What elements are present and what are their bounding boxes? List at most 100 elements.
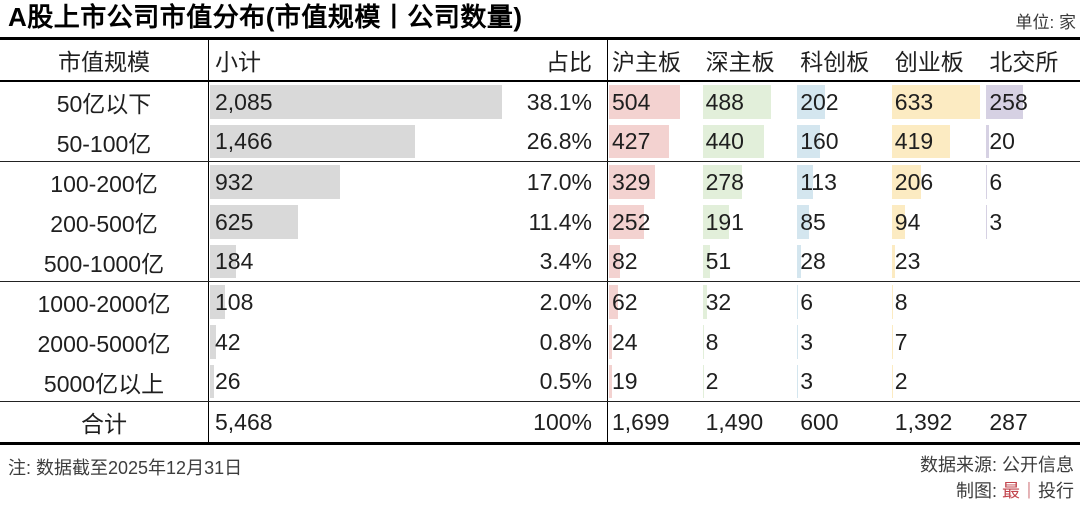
board-cell: 3 xyxy=(796,322,891,362)
board-cell: 504 xyxy=(607,82,702,122)
board-value: 82 xyxy=(612,248,638,274)
board-bar xyxy=(609,365,612,398)
share-value: 17.0% xyxy=(526,168,592,195)
board-value: 504 xyxy=(612,88,651,115)
subtotal-value: 1,466 xyxy=(215,128,273,154)
board-bar xyxy=(797,85,826,119)
board-cell: 8 xyxy=(891,282,986,322)
data-source: 数据来源: 公开信息 xyxy=(919,455,1074,475)
board-cell: 419 xyxy=(891,122,986,161)
share-value: 38.1% xyxy=(526,88,592,115)
board-value: 23 xyxy=(894,248,921,274)
board-value: 329 xyxy=(612,168,651,195)
board-cell: 633 xyxy=(891,82,986,122)
subtotal-cell: 932 17.0% xyxy=(208,162,607,202)
table-row: 500-1000亿 184 3.4% 82 51 28 23 xyxy=(0,242,1080,282)
board-bar xyxy=(609,85,680,119)
header-share: 占比 xyxy=(546,49,592,75)
board-value: 32 xyxy=(705,288,732,315)
table-row: 200-500亿 625 11.4% 252 191 85 94 3 xyxy=(0,202,1080,242)
board-bar xyxy=(702,245,710,278)
board-value: 252 xyxy=(612,208,651,235)
board-cell: 62 xyxy=(607,282,702,322)
header-subtotal: 小计 xyxy=(215,49,261,75)
header-board-sz-main: 深主板 xyxy=(705,49,775,75)
board-value: 258 xyxy=(989,88,1028,115)
subtotal-value: 2,085 xyxy=(215,88,273,115)
board-cell: 7 xyxy=(891,322,986,362)
board-bar xyxy=(797,165,813,199)
board-cell: 160 xyxy=(796,122,891,161)
subtotal-value: 184 xyxy=(215,248,254,274)
table-row: 50-100亿 1,466 26.8% 427 440 160 419 20 xyxy=(0,122,1080,162)
row-label: 500-1000亿 xyxy=(43,250,165,277)
board-value: 7 xyxy=(894,328,908,355)
board-cell: 488 xyxy=(702,82,797,122)
board-bar xyxy=(702,285,708,319)
row-label: 2000-5000亿 xyxy=(37,331,171,357)
board-cell: 252 xyxy=(607,202,702,242)
board-value: 278 xyxy=(705,168,744,195)
total-subtotal-value: 5,468 xyxy=(215,408,273,435)
subtotal-cell: 108 2.0% xyxy=(208,282,607,322)
subtotal-bar xyxy=(210,85,502,119)
board-cell: 28 xyxy=(796,242,891,281)
board-bar xyxy=(609,245,621,278)
share-value: 26.8% xyxy=(526,128,592,154)
board-cell: 6 xyxy=(796,282,891,322)
board-cell: 3 xyxy=(796,362,891,401)
total-label: 合计 xyxy=(81,411,127,437)
subtotal-cell: 26 0.5% xyxy=(208,362,607,401)
total-board-cell: 1,699 xyxy=(607,402,702,442)
header-subtotal-share: 小计 占比 xyxy=(208,40,607,80)
board-cell: 329 xyxy=(607,162,702,202)
board-value: 488 xyxy=(705,88,744,115)
board-cell: 278 xyxy=(702,162,797,202)
total-board-cell: 287 xyxy=(989,408,1028,435)
board-bar xyxy=(609,285,618,319)
board-value: 24 xyxy=(612,328,638,355)
brand-name: 最 xyxy=(1002,481,1020,501)
board-cell: 82 xyxy=(607,242,702,281)
board-bar xyxy=(702,85,771,119)
board-value: 2 xyxy=(894,368,908,394)
board-bar xyxy=(891,245,896,278)
footer: 注: 数据截至2025年12月31日 数据来源: 公开信息 制图: 最丨投行 xyxy=(0,445,1080,504)
header-board-chinext: 创业板 xyxy=(894,49,964,75)
board-cell: 258 xyxy=(985,82,1080,122)
board-value: 20 xyxy=(989,128,1015,154)
share-value: 3.4% xyxy=(539,248,592,274)
data-cutoff-note: 注: 数据截至2025年12月31日 xyxy=(8,458,243,478)
total-subtotal-cell: 5,468 100% xyxy=(208,402,607,442)
board-value: 206 xyxy=(894,168,934,195)
board-bar xyxy=(891,285,893,319)
table-header: 市值规模 小计 占比 沪主板 深主板 科创板 创业板 北交所 xyxy=(0,40,1080,82)
total-board-cell: 1,490 xyxy=(705,408,764,435)
subtotal-bar xyxy=(210,325,216,359)
header-board-star: 科创板 xyxy=(800,49,870,75)
board-value: 3 xyxy=(800,368,813,394)
board-value: 113 xyxy=(800,168,837,195)
board-value: 62 xyxy=(612,288,638,315)
table-total-row: 合计 5,468 100% 1,699 1,490 600 1,392 287 xyxy=(0,402,1080,445)
header-board-bse: 北交所 xyxy=(989,49,1059,75)
board-cell: 20 xyxy=(985,122,1080,161)
subtotal-value: 26 xyxy=(215,368,241,394)
table-row: 50亿以下 2,085 38.1% 504 488 202 633 258 xyxy=(0,82,1080,122)
board-value: 160 xyxy=(800,128,839,154)
table-row: 1000-2000亿 108 2.0% 62 32 6 8 xyxy=(0,282,1080,322)
board-cell: 94 xyxy=(891,202,986,242)
row-label: 50亿以下 xyxy=(56,91,152,117)
board-cell: 23 xyxy=(891,242,986,281)
board-bar xyxy=(702,125,765,158)
board-cell: 206 xyxy=(891,162,986,202)
board-bar xyxy=(891,85,981,119)
board-bar xyxy=(797,205,810,239)
total-board-cell: 1,392 xyxy=(894,408,953,435)
board-cell: 2 xyxy=(891,362,986,401)
board-bar xyxy=(797,285,799,319)
board-value: 2 xyxy=(705,368,719,394)
board-cell xyxy=(985,362,1080,401)
subtotal-cell: 184 3.4% xyxy=(208,242,607,281)
